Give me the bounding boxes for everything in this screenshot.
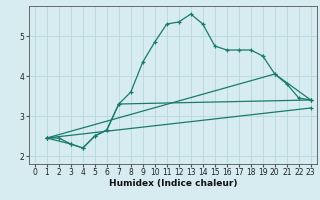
X-axis label: Humidex (Indice chaleur): Humidex (Indice chaleur) [108,179,237,188]
